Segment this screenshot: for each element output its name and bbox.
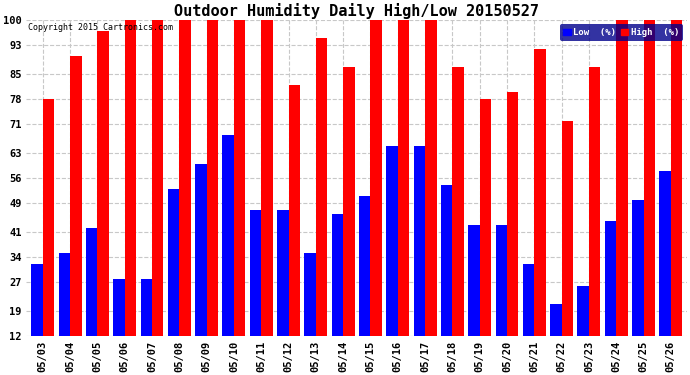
Bar (222, 135, 234, 375)
Bar (152, 20, 164, 375)
Bar (206, 20, 218, 375)
Bar (523, 264, 534, 375)
Bar (250, 210, 262, 375)
Bar (386, 146, 397, 375)
Bar (168, 189, 179, 375)
Bar (397, 20, 409, 375)
Bar (371, 20, 382, 375)
Bar (288, 85, 300, 375)
Bar (644, 20, 655, 375)
Bar (578, 286, 589, 375)
Bar (234, 20, 246, 375)
Bar (113, 279, 125, 375)
Bar (43, 99, 55, 375)
Bar (359, 196, 371, 375)
Bar (179, 20, 190, 375)
Bar (604, 221, 616, 375)
Bar (660, 171, 671, 375)
Bar (195, 164, 206, 375)
Bar (671, 20, 682, 375)
Text: Copyright 2015 Cartronics.com: Copyright 2015 Cartronics.com (28, 23, 172, 32)
Bar (262, 20, 273, 375)
Bar (589, 67, 600, 375)
Bar (550, 304, 562, 375)
Title: Outdoor Humidity Daily High/Low 20150527: Outdoor Humidity Daily High/Low 20150527 (175, 3, 540, 19)
Bar (332, 214, 343, 375)
Bar (562, 120, 573, 375)
Bar (480, 99, 491, 375)
Bar (616, 20, 628, 375)
Bar (343, 67, 355, 375)
Bar (495, 225, 507, 375)
Bar (507, 92, 518, 375)
Legend: Low  (%), High  (%): Low (%), High (%) (560, 24, 682, 40)
Bar (425, 20, 437, 375)
Bar (59, 254, 70, 375)
Bar (304, 254, 316, 375)
Bar (31, 264, 43, 375)
Bar (277, 210, 288, 375)
Bar (441, 185, 453, 375)
Bar (125, 20, 136, 375)
Bar (534, 49, 546, 375)
Bar (316, 38, 327, 375)
Bar (141, 279, 152, 375)
Bar (453, 67, 464, 375)
Bar (86, 228, 97, 375)
Bar (413, 146, 425, 375)
Bar (97, 31, 109, 375)
Bar (70, 56, 81, 375)
Bar (469, 225, 480, 375)
Bar (632, 200, 644, 375)
